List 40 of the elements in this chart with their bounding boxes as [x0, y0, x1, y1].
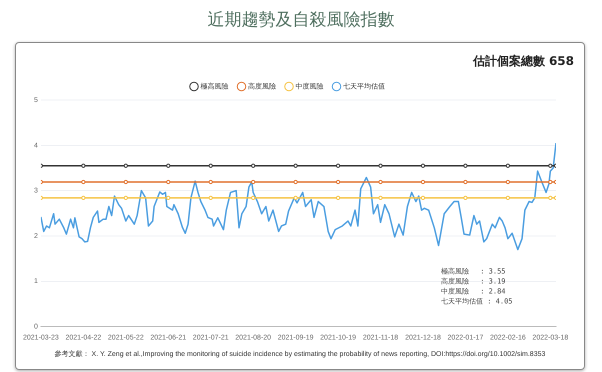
point	[251, 180, 256, 184]
point	[124, 196, 128, 200]
point	[420, 180, 426, 184]
point	[166, 196, 170, 200]
point	[420, 196, 426, 200]
chart-subtitle: 估計個案總數 658	[472, 53, 574, 70]
point	[40, 164, 44, 168]
point	[124, 164, 128, 168]
point	[81, 196, 86, 200]
point	[81, 180, 86, 184]
point	[336, 196, 340, 200]
point	[420, 164, 426, 168]
point	[506, 196, 510, 200]
point	[378, 164, 383, 168]
point	[294, 196, 298, 200]
point	[294, 164, 298, 168]
point	[208, 164, 213, 168]
point	[166, 164, 170, 168]
point	[294, 180, 298, 184]
point	[336, 164, 340, 168]
point	[251, 196, 256, 200]
point	[208, 180, 213, 184]
point	[378, 180, 383, 184]
point	[378, 196, 383, 200]
point	[548, 164, 552, 168]
point	[548, 196, 552, 200]
point	[251, 164, 256, 168]
point	[463, 164, 468, 168]
point	[40, 196, 44, 200]
point	[124, 180, 128, 184]
point	[166, 180, 170, 184]
point	[548, 180, 552, 184]
chart-title: 近期趨勢及自殺風險指數	[206, 9, 396, 31]
point	[336, 180, 340, 184]
point	[506, 164, 510, 168]
point	[81, 164, 86, 168]
point	[463, 196, 468, 200]
point	[463, 180, 468, 184]
point	[506, 180, 510, 184]
point	[208, 196, 213, 200]
